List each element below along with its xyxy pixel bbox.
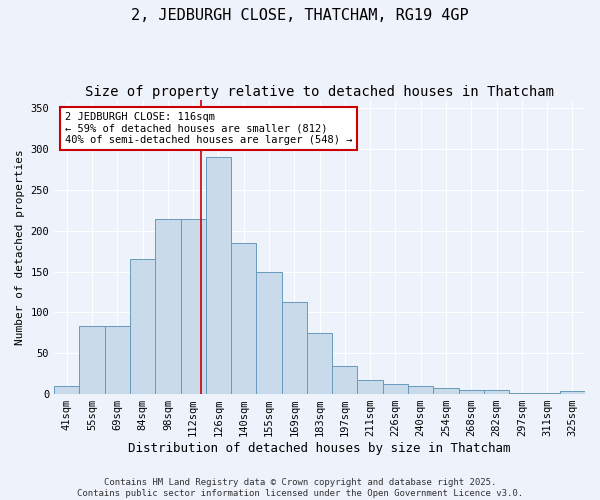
- Bar: [358, 380, 383, 394]
- Bar: [155, 218, 181, 394]
- Text: 2, JEDBURGH CLOSE, THATCHAM, RG19 4GP: 2, JEDBURGH CLOSE, THATCHAM, RG19 4GP: [131, 8, 469, 22]
- Bar: [181, 218, 206, 394]
- Bar: [54, 386, 79, 394]
- Bar: [256, 272, 281, 394]
- Bar: [383, 384, 408, 394]
- Bar: [206, 158, 231, 394]
- Bar: [458, 390, 484, 394]
- Title: Size of property relative to detached houses in Thatcham: Size of property relative to detached ho…: [85, 85, 554, 99]
- Bar: [332, 366, 358, 394]
- Bar: [307, 333, 332, 394]
- Bar: [408, 386, 433, 394]
- Bar: [130, 260, 155, 394]
- X-axis label: Distribution of detached houses by size in Thatcham: Distribution of detached houses by size …: [128, 442, 511, 455]
- Bar: [281, 302, 307, 394]
- Bar: [433, 388, 458, 394]
- Bar: [231, 243, 256, 394]
- Y-axis label: Number of detached properties: Number of detached properties: [15, 149, 25, 345]
- Text: Contains HM Land Registry data © Crown copyright and database right 2025.
Contai: Contains HM Land Registry data © Crown c…: [77, 478, 523, 498]
- Bar: [560, 391, 585, 394]
- Bar: [105, 326, 130, 394]
- Bar: [79, 326, 105, 394]
- Text: 2 JEDBURGH CLOSE: 116sqm
← 59% of detached houses are smaller (812)
40% of semi-: 2 JEDBURGH CLOSE: 116sqm ← 59% of detach…: [65, 112, 352, 145]
- Bar: [484, 390, 509, 394]
